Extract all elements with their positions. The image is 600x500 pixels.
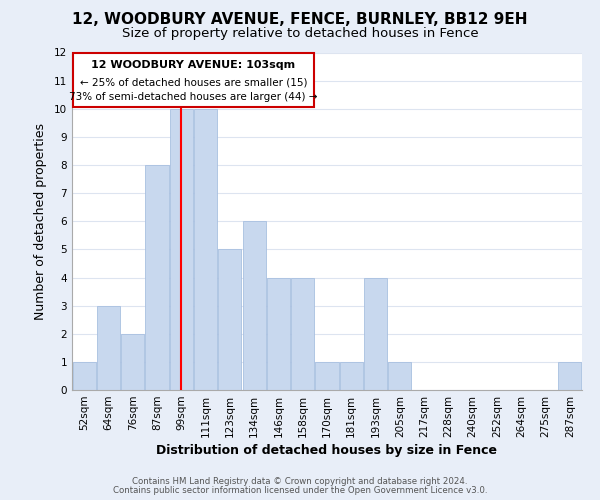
Text: Contains HM Land Registry data © Crown copyright and database right 2024.: Contains HM Land Registry data © Crown c…: [132, 477, 468, 486]
Bar: [170, 109, 193, 390]
Text: 73% of semi-detached houses are larger (44) →: 73% of semi-detached houses are larger (…: [69, 92, 317, 102]
Bar: [194, 109, 217, 390]
Bar: [97, 306, 120, 390]
Bar: [145, 165, 169, 390]
Bar: [364, 278, 387, 390]
Bar: [218, 250, 241, 390]
X-axis label: Distribution of detached houses by size in Fence: Distribution of detached houses by size …: [157, 444, 497, 457]
Y-axis label: Number of detached properties: Number of detached properties: [34, 122, 47, 320]
Bar: [73, 362, 95, 390]
Bar: [559, 362, 581, 390]
FancyBboxPatch shape: [73, 52, 314, 108]
Text: 12, WOODBURY AVENUE, FENCE, BURNLEY, BB12 9EH: 12, WOODBURY AVENUE, FENCE, BURNLEY, BB1…: [72, 12, 528, 28]
Text: 12 WOODBURY AVENUE: 103sqm: 12 WOODBURY AVENUE: 103sqm: [91, 60, 295, 70]
Bar: [267, 278, 290, 390]
Text: Contains public sector information licensed under the Open Government Licence v3: Contains public sector information licen…: [113, 486, 487, 495]
Bar: [316, 362, 338, 390]
Bar: [121, 334, 144, 390]
Bar: [340, 362, 363, 390]
Bar: [388, 362, 412, 390]
Bar: [291, 278, 314, 390]
Text: Size of property relative to detached houses in Fence: Size of property relative to detached ho…: [122, 28, 478, 40]
Bar: [242, 221, 266, 390]
Text: ← 25% of detached houses are smaller (15): ← 25% of detached houses are smaller (15…: [80, 77, 307, 87]
